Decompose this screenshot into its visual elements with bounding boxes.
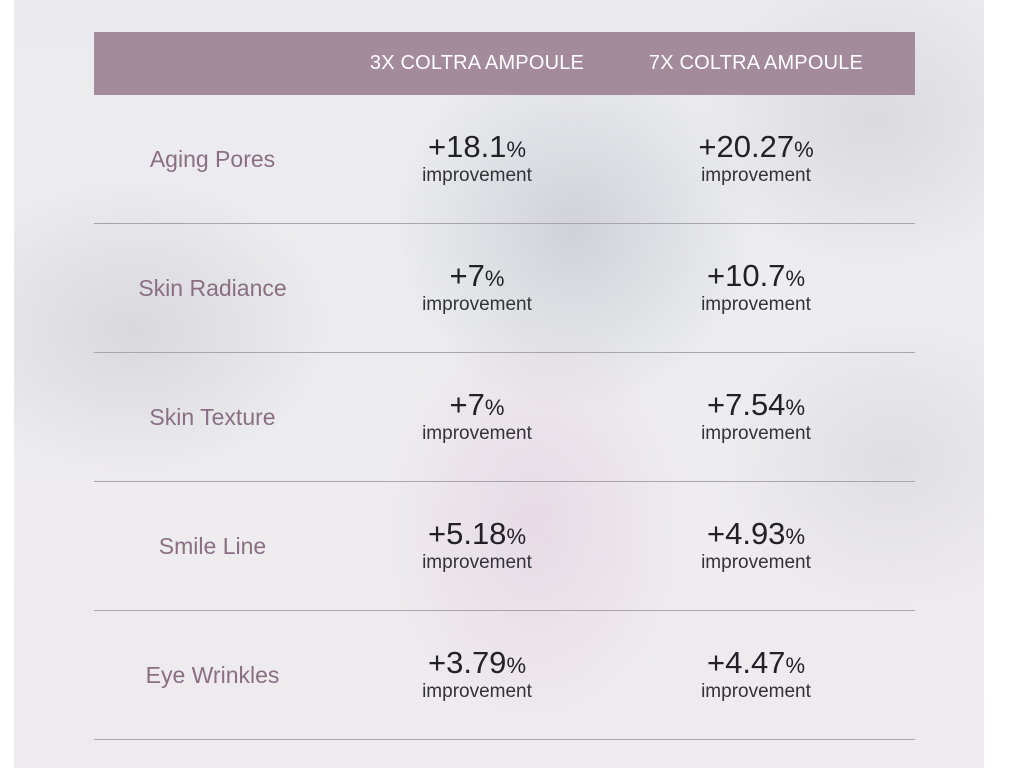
value-cell-7x: +4.93% improvement [618, 482, 894, 610]
improvement-label: improvement [701, 681, 811, 702]
header-7x-coltra-ampoule: 7X COLTRA AMPOULE [648, 52, 864, 74]
improvement-label: improvement [701, 294, 811, 315]
comparison-table: 3X COLTRA AMPOULE 7X COLTRA AMPOULE Agin… [94, 32, 915, 740]
improvement-label: improvement [422, 552, 532, 573]
improvement-label: improvement [422, 294, 532, 315]
improvement-label: improvement [422, 681, 532, 702]
value-number: +3.79 [427, 645, 507, 680]
value-number: +7 [449, 387, 485, 422]
value-cell-3x: +7% improvement [339, 353, 615, 481]
value-number: +20.27 [698, 129, 795, 164]
value-cell-3x: +5.18% improvement [339, 482, 615, 610]
value-number: +4.47 [706, 645, 786, 680]
table-row: Skin Texture +7% improvement +7.54% impr… [94, 353, 915, 482]
row-label: Skin Radiance [138, 274, 287, 301]
improvement-label: improvement [701, 423, 811, 444]
percent-sign: % [785, 395, 805, 420]
value-number: +10.7 [706, 258, 786, 293]
improvement-label: improvement [701, 552, 811, 573]
value-number: +5.18 [427, 516, 507, 551]
percent-sign: % [785, 266, 805, 291]
improvement-label: improvement [422, 423, 532, 444]
value-number: +7.54 [706, 387, 786, 422]
table-row: Smile Line +5.18% improvement +4.93% imp… [94, 482, 915, 611]
value-cell-7x: +10.7% improvement [618, 224, 894, 352]
value-cell-3x: +3.79% improvement [339, 611, 615, 739]
table-row: Aging Pores +18.1% improvement +20.27% i… [94, 95, 915, 224]
improvement-label: improvement [701, 165, 811, 186]
row-label: Skin Texture [149, 403, 276, 430]
percent-sign: % [484, 395, 505, 420]
value-cell-3x: +18.1% improvement [339, 95, 615, 223]
percent-sign: % [506, 653, 526, 678]
value-cell-7x: +20.27% improvement [618, 95, 894, 223]
percent-sign: % [785, 653, 805, 678]
header-3x-coltra-ampoule: 3X COLTRA AMPOULE [369, 52, 585, 74]
percent-sign: % [794, 137, 814, 162]
row-label: Eye Wrinkles [145, 661, 280, 688]
improvement-label: improvement [422, 165, 532, 186]
value-number: +4.93 [706, 516, 786, 551]
value-cell-7x: +4.47% improvement [618, 611, 894, 739]
table-row: Eye Wrinkles +3.79% improvement +4.47% i… [94, 611, 915, 740]
table-header: 3X COLTRA AMPOULE 7X COLTRA AMPOULE [94, 32, 915, 95]
row-label: Aging Pores [149, 145, 276, 172]
value-cell-3x: +7% improvement [339, 224, 615, 352]
percent-sign: % [506, 524, 526, 549]
percent-sign: % [506, 137, 526, 162]
percent-sign: % [785, 524, 805, 549]
row-label: Smile Line [158, 532, 267, 559]
table-row: Skin Radiance +7% improvement +10.7% imp… [94, 224, 915, 353]
value-cell-7x: +7.54% improvement [618, 353, 894, 481]
value-number: +7 [449, 258, 485, 293]
background-panel: 3X COLTRA AMPOULE 7X COLTRA AMPOULE Agin… [14, 0, 984, 768]
percent-sign: % [484, 266, 505, 291]
value-number: +18.1 [427, 129, 507, 164]
